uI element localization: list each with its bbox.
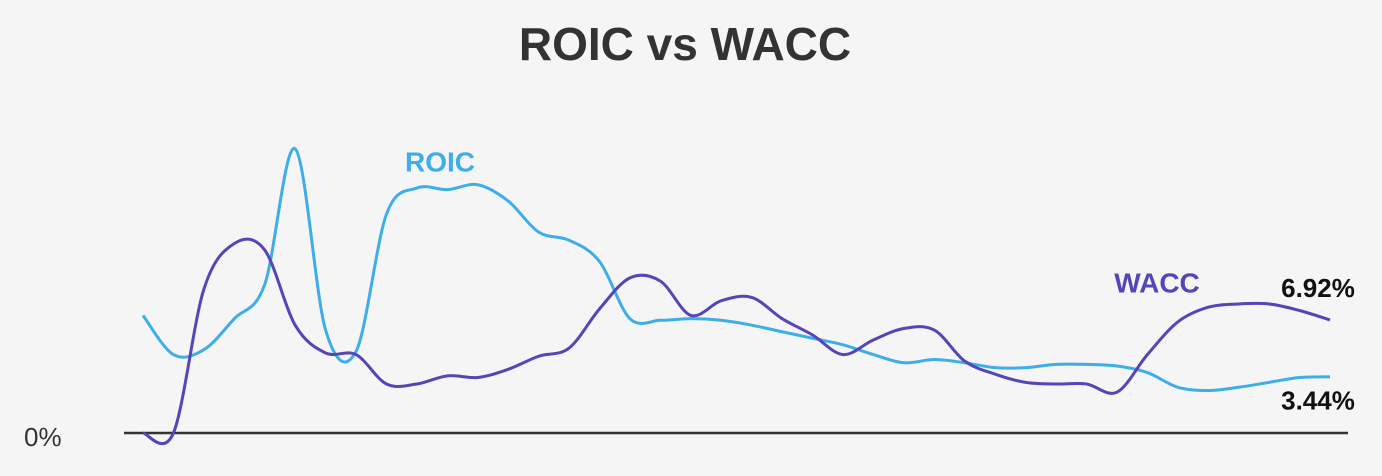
line-series [141,147,1331,393]
chart-title: ROIC vs WACC [519,18,851,70]
line-series [142,237,1331,446]
value-label: 6.92% [1281,273,1355,303]
value-label: 3.44% [1281,386,1355,416]
series-label: ROIC [405,146,475,177]
series-label: WACC [1114,267,1200,298]
y-tick-label: 0% [24,422,62,452]
